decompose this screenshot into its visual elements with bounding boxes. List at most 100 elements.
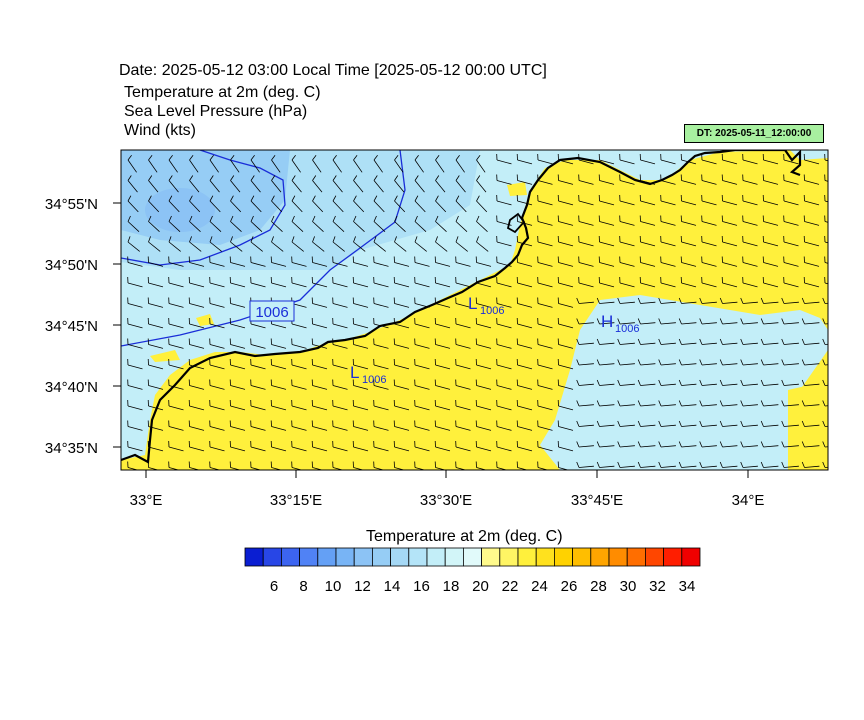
colorbar-swatch [444,547,464,567]
wind-barb-feather [435,236,438,243]
wind-barb [455,159,465,173]
colorbar-swatch [462,547,482,567]
wind-barb [230,159,240,173]
wind-barb [537,364,553,370]
wind-barb [537,221,553,226]
wind-barb [804,383,820,386]
wind-barb-feather [291,154,296,161]
wind-barb [722,322,738,325]
colorbar-tick-label: 16 [413,578,430,595]
wind-barb [414,467,426,470]
wind-barb-feather [250,236,254,243]
contour-label: 1006 [255,304,288,321]
wind-barb-feather [394,154,399,161]
wind-barb [127,467,139,470]
wind-barb [681,424,697,427]
wind-barb [722,363,738,366]
wind-barb [148,282,164,288]
wind-barb-feather [617,420,621,427]
wind-barb [619,159,635,165]
wind-barb [455,262,471,267]
colorbar-tick-label: 10 [325,578,342,595]
date-title: Date: 2025-05-12 03:00 Local Time [2025-… [119,62,547,79]
wind-barb [599,180,615,185]
wind-barb [250,405,266,411]
wind-barb [824,364,828,366]
wind-barb [168,180,179,193]
wind-barb [394,303,410,308]
wind-barb [414,241,427,252]
wind-barb [127,241,140,252]
colorbar-tick-label: 6 [270,578,278,595]
lon-label: 33°E [130,492,163,509]
wind-barb-feather [596,379,600,386]
wind-barb-feather [740,461,744,468]
wind-barb [394,241,407,252]
low-pressure-symbol: L [350,363,359,382]
lat-label: 34°55'N [45,196,98,213]
wind-barb [824,384,828,386]
wind-barb-feather [822,461,826,468]
wind-barb [353,303,369,308]
wind-barb [312,180,323,193]
wind-barb [681,363,697,366]
wind-barb-feather [332,175,337,181]
wind-barb [312,364,328,370]
wind-barb [783,282,799,288]
wind-barb [496,323,512,329]
lat-label: 34°45'N [45,318,98,335]
wind-barb [681,342,697,345]
wind-barb [599,363,615,366]
wind-barb [763,262,779,267]
wind-barb-feather [801,420,805,427]
wind-barb-feather [781,338,785,345]
wind-barb [783,342,799,345]
wind-barb [148,467,160,470]
wind-barb-feather [678,379,682,386]
wind-barb [537,426,553,431]
wind-barb-feather [801,379,805,386]
wind-barb-feather [127,154,132,161]
wind-barb-feather [394,236,397,243]
wind-barb-feather [658,379,662,386]
wind-barb [332,262,348,267]
colorbar: 6 8 10 12 14 16 18 20 22 24 26 28 30 32 34 [244,547,701,595]
wind-barb [496,405,512,411]
wind-barb [476,200,488,213]
wind-barb-feather [435,215,439,222]
wind-barb-feather [678,338,682,345]
wind-barb [742,241,758,247]
wind-barb [230,405,246,411]
wind-barb [353,323,369,329]
wind-barb [168,446,184,452]
wind-barb [619,180,635,185]
wind-barb [578,221,594,226]
wind-barb [537,446,553,452]
wind-barb [660,159,676,165]
wind-barb [681,241,697,247]
wind-barb [763,159,779,165]
wind-barb-feather [760,297,764,304]
wind-barb [353,467,365,470]
wind-barb [291,467,303,470]
wind-barb [250,446,266,452]
colorbar-tick-label: 26 [561,578,578,595]
wind-barb [353,344,369,349]
wind-barb [209,303,225,308]
wind-barb [517,180,533,185]
wind-barb [476,282,492,288]
wind-barb-feather [332,215,336,222]
wind-barb [578,465,594,468]
coldest-region [145,188,215,232]
wind-barb [578,342,594,345]
lon-label: 33°15'E [270,492,322,509]
wind-barb [517,200,533,206]
wind-barb [619,282,635,288]
wind-barb [189,180,200,193]
wind-barb-feather [596,420,600,427]
wind-barb [783,322,799,325]
wind-barb [578,404,594,407]
wind-barb [681,282,697,288]
wind-barb [353,385,369,390]
wind-barb [332,385,348,390]
